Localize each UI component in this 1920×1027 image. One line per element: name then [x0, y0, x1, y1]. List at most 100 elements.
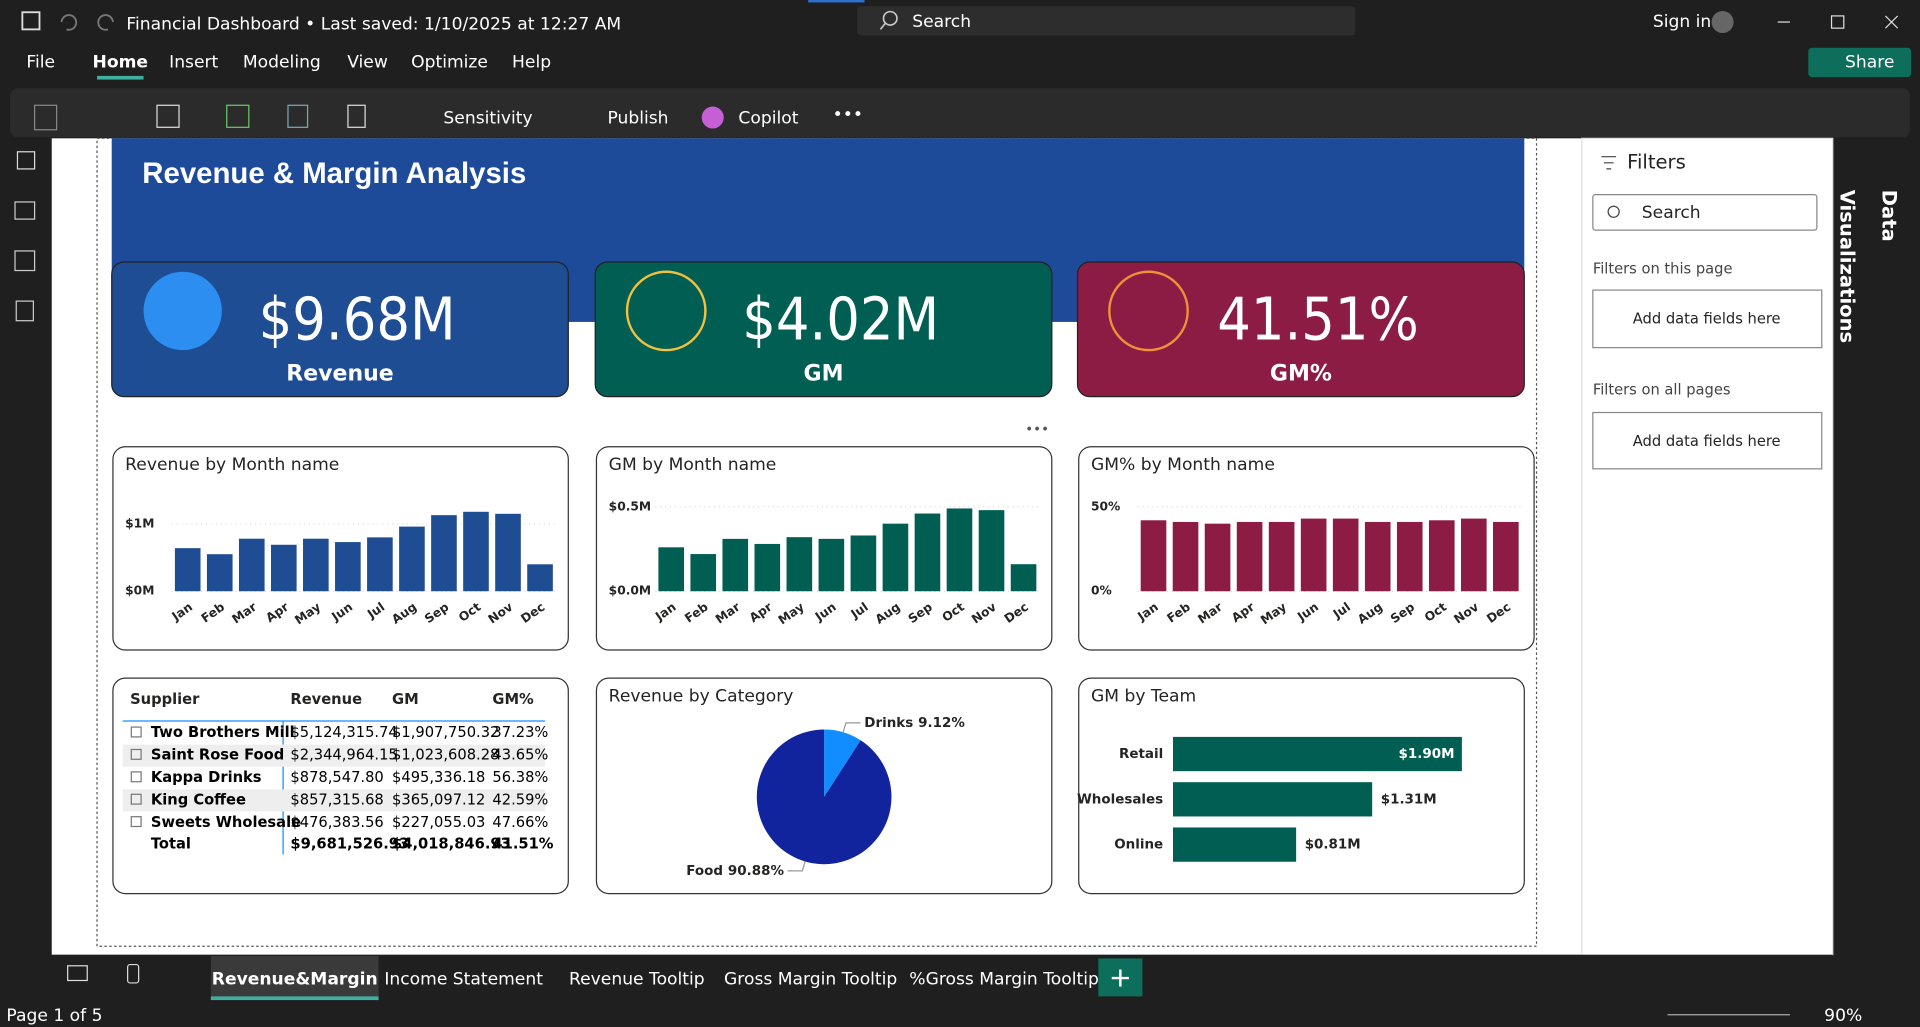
expand-icon[interactable] [130, 748, 142, 760]
kpi-label: GM [804, 362, 844, 387]
accent [808, 0, 865, 3]
mobile-layout[interactable] [127, 963, 140, 984]
value-label: 90.88% [728, 864, 785, 879]
copilot[interactable]: Copilot [738, 109, 798, 129]
column-header[interactable]: GM [392, 691, 419, 708]
drop-zone[interactable] [1592, 411, 1823, 470]
bar [1460, 518, 1487, 592]
drop-zone-text[interactable]: Add data fields here [1633, 310, 1781, 327]
page-tab[interactable]: Gross Margin Tooltip [724, 969, 897, 989]
bar [495, 513, 521, 592]
expand-icon[interactable] [130, 793, 142, 805]
row-band [122, 789, 546, 812]
bar [270, 544, 297, 592]
active-tab[interactable] [210, 956, 379, 1001]
table-view[interactable] [14, 201, 36, 220]
bar [1140, 520, 1167, 592]
publish[interactable]: Publish [607, 109, 668, 129]
y-tick-label: Wholesales [1077, 792, 1163, 807]
column-header[interactable]: GM% [492, 691, 534, 708]
bar [1172, 736, 1462, 772]
bar [722, 538, 749, 592]
sensitivity[interactable]: Sensitivity [443, 109, 532, 129]
kpi-value: $4.02M [742, 284, 939, 353]
data-label: $0.81M [1305, 838, 1361, 853]
calc-icon[interactable] [347, 104, 366, 128]
bar [1172, 827, 1297, 862]
y-tick-label: 50% [1091, 499, 1120, 513]
more[interactable]: ••• [833, 105, 863, 125]
total-cell: $4,018,846.93 [392, 836, 511, 853]
undo-icon[interactable] [60, 14, 78, 31]
bar [850, 535, 877, 592]
document-title[interactable]: Financial Dashboard • Last saved: 1/10/2… [126, 14, 621, 34]
filters-search[interactable] [1592, 194, 1818, 231]
menu-item[interactable]: Home [93, 52, 149, 72]
visual-title: GM by Team [1091, 686, 1196, 706]
dax-view[interactable] [15, 300, 34, 322]
share-button[interactable] [1808, 47, 1912, 78]
total-cell: 41.51% [492, 836, 553, 853]
sign-in[interactable]: Sign in [1653, 12, 1711, 32]
kpi-card [111, 261, 569, 398]
desktop-layout[interactable] [67, 965, 88, 982]
ribbon [10, 88, 1910, 138]
bar [786, 537, 813, 592]
column-header[interactable]: Supplier [130, 691, 200, 708]
paste-icon[interactable] [33, 104, 58, 131]
column-header[interactable]: Revenue [290, 691, 362, 708]
y-tick-label: 0% [1091, 584, 1112, 598]
visual-icon[interactable] [287, 104, 309, 128]
table-cell: $365,097.12 [392, 791, 485, 808]
zoom[interactable]: 90% [1824, 1006, 1862, 1026]
drop-zone-text[interactable]: Add data fields here [1633, 433, 1781, 450]
y-tick-label: Retail [1119, 747, 1163, 762]
menu-item[interactable]: File [26, 52, 55, 72]
bar [1428, 520, 1455, 592]
menu-item[interactable]: Modeling [243, 52, 321, 72]
table-cell: $227,055.03 [392, 814, 485, 831]
data-label: Drinks 9.12% [864, 716, 965, 731]
expand-icon[interactable] [130, 771, 142, 783]
copilot-icon [701, 106, 724, 129]
page-tab[interactable]: Revenue&Margin [212, 969, 378, 989]
table-cell: 37.23% [492, 724, 548, 741]
visualizations-pane[interactable]: Visualizations [1836, 190, 1859, 343]
visual-title: GM% by Month name [1091, 455, 1275, 475]
visual-more[interactable]: ••• [1025, 423, 1049, 438]
page-tab[interactable]: Revenue Tooltip [569, 969, 705, 989]
page-tab[interactable]: Income Statement [384, 969, 543, 989]
save-icon[interactable] [21, 11, 41, 31]
data-pane[interactable]: Data [1877, 190, 1900, 242]
bar [1396, 521, 1423, 592]
maximize[interactable] [1830, 15, 1845, 29]
menu-item[interactable]: Help [512, 52, 551, 72]
drop-zone[interactable] [1592, 289, 1823, 349]
close[interactable] [1884, 15, 1899, 29]
data-icon[interactable] [156, 104, 180, 128]
bar [1268, 521, 1295, 592]
menu-item[interactable]: View [347, 52, 388, 72]
bar [335, 542, 361, 592]
share-label[interactable]: Share [1845, 52, 1894, 72]
model-view[interactable] [14, 250, 36, 272]
avatar[interactable] [1711, 11, 1734, 34]
menu-item[interactable]: Insert [169, 52, 218, 72]
bar [238, 538, 265, 592]
search-text[interactable]: Search [912, 12, 971, 32]
expand-icon[interactable] [130, 816, 142, 828]
refresh-icon[interactable] [226, 104, 250, 128]
redo-icon[interactable] [97, 14, 114, 31]
category-name: Food [686, 864, 723, 879]
table-cell: $5,124,315.74 [290, 724, 397, 741]
menu-item[interactable]: Optimize [411, 52, 488, 72]
report-view[interactable] [16, 151, 36, 170]
bar [754, 543, 781, 592]
expand-icon[interactable] [130, 726, 142, 738]
filters-search-text[interactable]: Search [1642, 203, 1701, 223]
search-box[interactable] [857, 6, 1356, 36]
y-tick-label: $0.0M [609, 584, 651, 598]
page-tab[interactable]: %Gross Margin Tooltip [909, 969, 1099, 989]
